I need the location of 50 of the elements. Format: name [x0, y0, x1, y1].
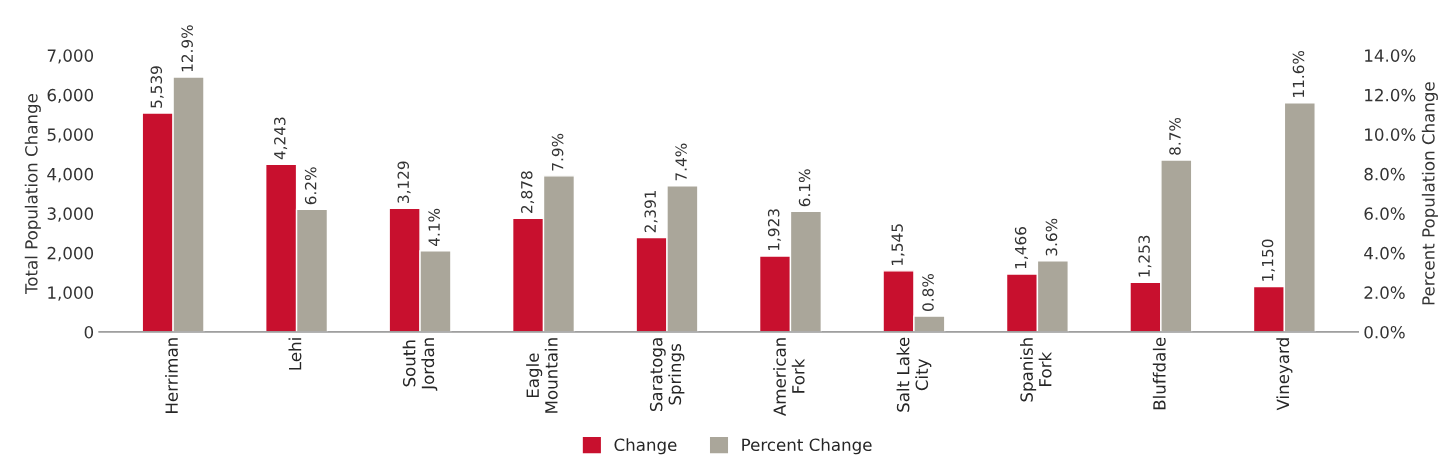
- x-tick-label: Vineyard: [1276, 338, 1293, 411]
- y-tick-label: 1,000: [48, 286, 94, 301]
- y2-tick-label: 4.0%: [1364, 246, 1405, 260]
- x-tick-label: Saratoga Springs: [649, 338, 685, 412]
- data-label: 1,545: [891, 224, 905, 266]
- data-label: 3.6%: [1045, 218, 1058, 256]
- y2-tick-label: 2.0%: [1364, 286, 1405, 299]
- data-label: 12.9%: [181, 25, 193, 72]
- data-label: 6.1%: [798, 169, 811, 207]
- data-label: 1,150: [1261, 239, 1275, 281]
- y-tick-label: 3,000: [47, 207, 94, 222]
- y-tick-label: 4,000: [47, 167, 94, 183]
- legend-label: Change: [614, 438, 677, 455]
- y2-tick-label: 14.0%: [1365, 49, 1416, 62]
- y-tick-label: 5,000: [47, 128, 94, 143]
- data-label: 1,923: [767, 209, 782, 251]
- data-label: 5,539: [150, 66, 164, 108]
- x-tick-label: Salt Lake City: [896, 337, 932, 412]
- x-tick-label: Eagle Mountain: [526, 338, 558, 413]
- data-label: 8.7%: [1169, 117, 1181, 155]
- x-tick-label: Lehi: [288, 338, 302, 370]
- data-label: 1,253: [1138, 235, 1152, 277]
- data-label: 2,878: [520, 171, 535, 213]
- data-label: 11.6%: [1292, 50, 1305, 97]
- legend-label: Percent Change: [742, 438, 872, 455]
- x-tick-label: Bluffdale: [1152, 337, 1166, 410]
- data-label: 7.4%: [675, 143, 687, 181]
- data-label: 2,391: [644, 190, 658, 233]
- data-label: 4.1%: [428, 208, 440, 246]
- y2-tick-label: 10.0%: [1365, 128, 1416, 141]
- y-tick-label: 6,000: [47, 88, 94, 104]
- y2-axis-title: Percent Population Change: [1421, 82, 1438, 305]
- y-tick-label: 0: [84, 325, 94, 339]
- y-tick-label: 7,000: [47, 49, 94, 64]
- y2-tick-label: 8.0%: [1364, 167, 1405, 181]
- data-label: 1,466: [1014, 227, 1028, 269]
- y2-tick-label: 6.0%: [1364, 207, 1405, 220]
- data-label: 6.2%: [304, 167, 317, 205]
- y-axis-title: Total Population Change: [24, 94, 41, 295]
- data-label: 7.9%: [551, 133, 564, 171]
- x-tick-label: South Jordan: [402, 338, 438, 391]
- data-label: 4,243: [274, 117, 288, 160]
- y2-tick-label: 12.0%: [1365, 88, 1416, 102]
- y-tick-label: 2,000: [47, 246, 94, 262]
- data-label: 0.8%: [922, 273, 934, 311]
- data-label: 3,129: [397, 161, 411, 203]
- x-tick-label: Spanish Fork: [1020, 338, 1052, 402]
- x-tick-label: Herriman: [165, 338, 178, 413]
- y2-tick-label: 0.0%: [1364, 325, 1405, 339]
- x-tick-label: American Fork: [773, 338, 805, 416]
